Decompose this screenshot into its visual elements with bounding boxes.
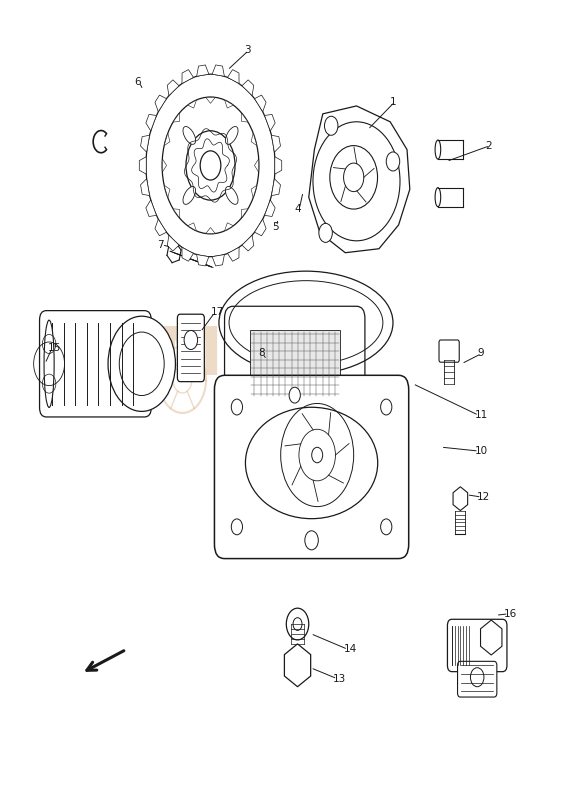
Text: 2: 2 xyxy=(485,141,492,150)
Polygon shape xyxy=(164,133,170,145)
Circle shape xyxy=(386,152,400,171)
Circle shape xyxy=(293,618,302,630)
Circle shape xyxy=(319,224,332,242)
Polygon shape xyxy=(188,100,196,108)
Text: 5: 5 xyxy=(272,221,279,232)
Ellipse shape xyxy=(226,126,238,145)
Text: 7: 7 xyxy=(157,240,164,250)
Polygon shape xyxy=(212,255,225,266)
Polygon shape xyxy=(146,200,156,217)
Circle shape xyxy=(200,151,221,180)
Polygon shape xyxy=(173,113,180,122)
FancyBboxPatch shape xyxy=(447,619,507,672)
Polygon shape xyxy=(155,95,167,112)
FancyBboxPatch shape xyxy=(439,340,459,362)
Circle shape xyxy=(108,316,175,411)
Text: 1: 1 xyxy=(390,97,397,107)
Text: MOTORCYCLE
SPARE PARTS: MOTORCYCLE SPARE PARTS xyxy=(272,380,362,411)
Text: 10: 10 xyxy=(475,446,488,456)
Text: 12: 12 xyxy=(477,492,490,502)
Circle shape xyxy=(324,116,338,135)
FancyBboxPatch shape xyxy=(214,376,409,559)
Circle shape xyxy=(231,519,243,535)
FancyBboxPatch shape xyxy=(40,311,151,417)
Circle shape xyxy=(286,608,309,640)
FancyBboxPatch shape xyxy=(458,662,497,697)
Polygon shape xyxy=(251,133,257,145)
Text: 11: 11 xyxy=(475,411,488,420)
Polygon shape xyxy=(309,106,410,252)
Polygon shape xyxy=(162,159,167,172)
Text: 6: 6 xyxy=(135,78,141,87)
Polygon shape xyxy=(453,487,468,511)
Polygon shape xyxy=(182,70,193,84)
Circle shape xyxy=(312,447,323,463)
FancyBboxPatch shape xyxy=(250,330,340,398)
Polygon shape xyxy=(141,179,150,196)
Polygon shape xyxy=(242,80,254,96)
Text: 16: 16 xyxy=(504,609,518,618)
Polygon shape xyxy=(225,223,234,231)
Polygon shape xyxy=(481,620,502,655)
Ellipse shape xyxy=(435,140,441,159)
Polygon shape xyxy=(146,114,156,131)
Polygon shape xyxy=(173,209,180,218)
Text: 3: 3 xyxy=(244,46,251,55)
Polygon shape xyxy=(272,179,281,196)
Circle shape xyxy=(380,400,392,415)
Polygon shape xyxy=(255,95,266,112)
Ellipse shape xyxy=(183,186,196,205)
Polygon shape xyxy=(285,644,311,686)
Text: 17: 17 xyxy=(210,308,224,317)
Ellipse shape xyxy=(183,126,196,145)
Polygon shape xyxy=(241,209,248,218)
Polygon shape xyxy=(167,80,179,96)
Polygon shape xyxy=(225,100,234,108)
Polygon shape xyxy=(188,223,196,231)
Circle shape xyxy=(305,531,318,550)
Polygon shape xyxy=(272,135,281,152)
Polygon shape xyxy=(139,157,146,174)
Polygon shape xyxy=(227,70,239,84)
Circle shape xyxy=(471,668,484,686)
Text: 13: 13 xyxy=(333,674,346,684)
Ellipse shape xyxy=(44,320,54,407)
Text: 9: 9 xyxy=(477,348,484,359)
Circle shape xyxy=(380,519,392,535)
Polygon shape xyxy=(227,247,239,261)
Circle shape xyxy=(344,163,364,192)
Polygon shape xyxy=(241,113,248,122)
Polygon shape xyxy=(251,185,257,197)
FancyBboxPatch shape xyxy=(225,306,365,421)
Polygon shape xyxy=(164,185,170,197)
Text: MSP: MSP xyxy=(157,323,320,389)
Polygon shape xyxy=(182,247,193,261)
Ellipse shape xyxy=(226,186,238,205)
Polygon shape xyxy=(265,200,275,217)
Polygon shape xyxy=(265,114,275,131)
Polygon shape xyxy=(197,255,209,266)
Polygon shape xyxy=(212,65,225,77)
Polygon shape xyxy=(197,65,209,77)
Text: 4: 4 xyxy=(295,204,301,214)
Ellipse shape xyxy=(435,188,441,207)
Text: 14: 14 xyxy=(344,645,357,654)
Circle shape xyxy=(231,400,243,415)
Circle shape xyxy=(184,331,197,349)
Circle shape xyxy=(146,74,275,256)
Circle shape xyxy=(186,131,235,200)
Polygon shape xyxy=(242,235,254,251)
Text: 15: 15 xyxy=(48,343,61,353)
Polygon shape xyxy=(206,97,215,103)
Polygon shape xyxy=(167,235,179,251)
FancyBboxPatch shape xyxy=(177,314,204,382)
Polygon shape xyxy=(255,219,266,236)
Polygon shape xyxy=(141,135,150,152)
Polygon shape xyxy=(155,219,167,236)
Polygon shape xyxy=(275,157,282,174)
Circle shape xyxy=(289,388,301,403)
Text: 8: 8 xyxy=(258,348,265,359)
Polygon shape xyxy=(255,159,259,172)
Polygon shape xyxy=(206,228,215,233)
